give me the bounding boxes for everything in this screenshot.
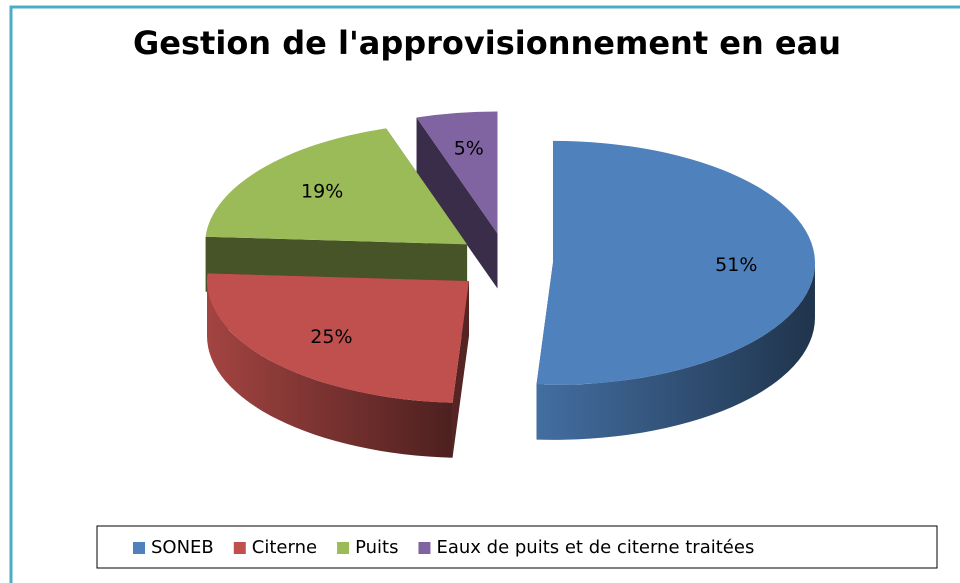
legend-swatch	[418, 542, 431, 554]
slice	[206, 273, 469, 403]
legend-swatch	[133, 542, 145, 554]
legend-swatch	[233, 542, 246, 554]
legend-swatch	[337, 542, 350, 554]
slice	[205, 128, 468, 245]
legend: SONEB Citerne Puits Eaux de puits et de cit…	[133, 537, 754, 558]
legend-label: Citerne	[252, 537, 317, 558]
data-label: 5%	[454, 138, 484, 160]
slice-side	[416, 117, 498, 289]
legend-label: Eaux de puits et de citerne traitées	[436, 537, 754, 558]
slice	[536, 140, 815, 385]
pie: 51% 25% 19% 5%	[205, 111, 815, 458]
data-label: 19%	[301, 181, 343, 203]
slice-wall	[206, 281, 453, 458]
data-label: 25%	[310, 326, 352, 348]
chart-title: Gestion de l'approvisionnement en eau	[133, 24, 841, 62]
slice-wall	[536, 262, 815, 440]
legend-label: Puits	[355, 537, 398, 558]
legend-label: SONEB	[151, 537, 214, 558]
data-label: 51%	[715, 254, 757, 276]
chart-frame	[9, 5, 960, 583]
slice	[416, 111, 498, 234]
